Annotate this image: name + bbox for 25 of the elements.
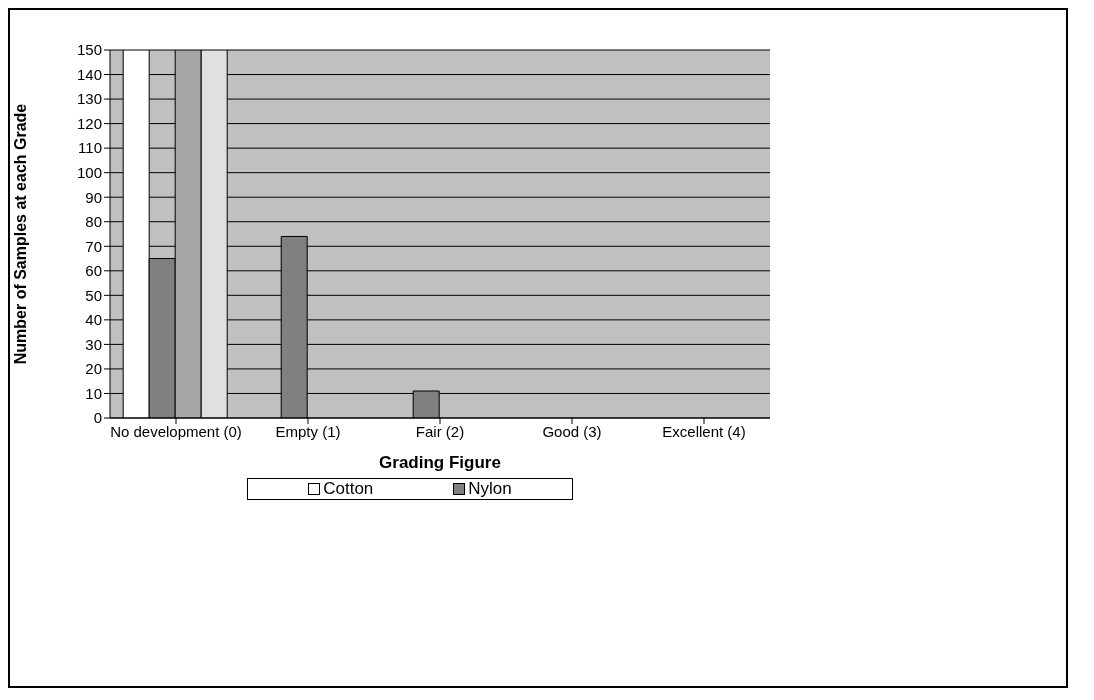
x-axis-title: Grading Figure xyxy=(379,453,501,472)
y-tick-label: 150 xyxy=(76,41,102,59)
y-tick-label: 120 xyxy=(76,114,102,132)
y-tick-label: 0 xyxy=(93,409,102,427)
y-tick-label: 60 xyxy=(85,262,102,280)
x-tick-label: No development (0) xyxy=(110,422,242,440)
y-tick-label: 100 xyxy=(76,163,102,181)
x-tick-label: Fair (2) xyxy=(415,422,465,440)
legend-label: Nylon xyxy=(468,479,512,499)
y-tick-label: 50 xyxy=(85,286,102,304)
y-tick-label: 110 xyxy=(78,139,102,157)
y-axis-title: Number of Samples at each Grade xyxy=(11,103,29,365)
y-tick-label: 40 xyxy=(85,311,102,329)
y-tick-label: 20 xyxy=(85,360,102,378)
y-tick-label: 130 xyxy=(76,90,102,108)
y-tick-label: 80 xyxy=(85,213,102,231)
y-tick-label: 10 xyxy=(85,384,102,402)
legend-label: Cotton xyxy=(323,479,374,499)
x-tick-label: Empty (1) xyxy=(275,422,341,440)
y-tick-label: 140 xyxy=(76,65,102,83)
x-tick-label: Excellent (4) xyxy=(662,422,746,440)
y-tick-label: 30 xyxy=(85,335,102,353)
y-tick-label: 70 xyxy=(85,237,102,255)
y-tick-label: 90 xyxy=(85,188,102,206)
x-tick-label: Good (3) xyxy=(542,422,602,440)
